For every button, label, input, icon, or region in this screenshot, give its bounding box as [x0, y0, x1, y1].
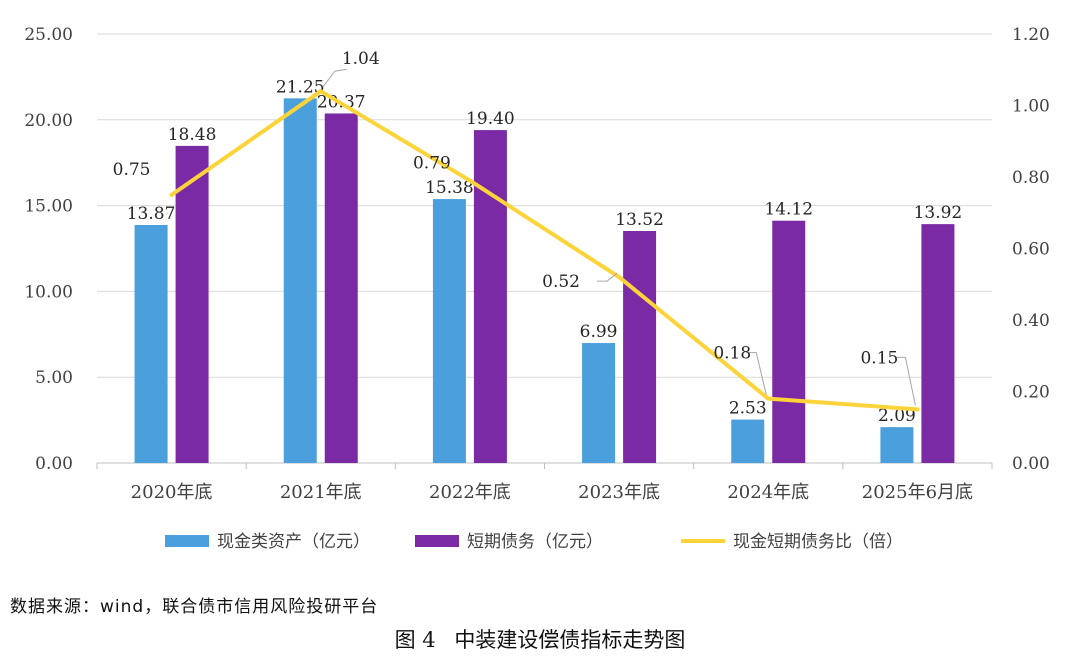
- bar-cash-assets: [432, 199, 466, 463]
- ratio-point: [467, 178, 472, 183]
- category-label: 2023年底: [578, 482, 660, 503]
- ratio-data-label: 0.75: [113, 160, 151, 180]
- figure-number: 图 4: [394, 628, 436, 652]
- category-label: 2020年底: [131, 482, 213, 503]
- left-tick-label: 10.00: [24, 282, 73, 302]
- bar-cash-assets: [134, 224, 168, 463]
- figure-title: 中装建设偿债指标走势图: [454, 628, 686, 652]
- ratio-leader: [597, 272, 618, 282]
- legend-label: 短期债务（亿元）: [467, 532, 603, 552]
- ratio-leader: [895, 356, 916, 406]
- bar-short-debt: [324, 113, 358, 463]
- right-tick-label: 0.40: [1012, 311, 1050, 331]
- bar-cash-assets: [731, 419, 765, 463]
- right-tick-label: 0.80: [1012, 168, 1050, 188]
- ratio-point: [766, 396, 771, 401]
- category-label: 2021年底: [280, 482, 362, 503]
- right-tick-label: 0.60: [1012, 240, 1050, 260]
- legend-swatch: [415, 535, 459, 547]
- ratio-data-label: 0.18: [713, 344, 751, 364]
- left-tick-label: 25.00: [24, 25, 73, 45]
- bar-data-label: 2.09: [878, 406, 916, 426]
- bar-cash-assets: [582, 343, 616, 463]
- left-tick-label: 0.00: [35, 454, 73, 474]
- bar-short-debt: [473, 130, 507, 463]
- ratio-data-label: 0.15: [860, 348, 898, 368]
- ratio-data-label: 0.52: [542, 272, 580, 292]
- figure-caption: 图 4 中装建设偿债指标走势图: [0, 624, 1080, 654]
- bar-cash-assets: [880, 427, 914, 463]
- right-tick-label: 0.00: [1012, 454, 1050, 474]
- ratio-leader: [746, 352, 767, 395]
- ratio-data-label: 1.04: [342, 49, 380, 69]
- bar-short-debt: [623, 230, 657, 463]
- left-tick-label: 15.00: [24, 197, 73, 217]
- ratio-point: [318, 89, 323, 94]
- bar-data-label: 13.92: [914, 203, 963, 223]
- category-label: 2024年底: [727, 482, 809, 503]
- ratio-leader: [322, 68, 347, 88]
- bar-data-label: 14.12: [764, 200, 813, 220]
- bar-short-debt: [175, 145, 209, 464]
- bar-short-debt: [772, 220, 806, 463]
- bar-data-label: 2.53: [729, 399, 767, 419]
- bar-data-label: 13.52: [615, 210, 664, 230]
- ratio-point: [169, 192, 174, 197]
- ratio-data-label: 0.79: [413, 154, 451, 174]
- bar-short-debt: [921, 224, 955, 463]
- legend-label: 现金短期债务比（倍）: [733, 532, 903, 552]
- category-label: 2022年底: [429, 482, 511, 503]
- legend-label: 现金类资产（亿元）: [217, 532, 370, 552]
- data-source: 数据来源：wind，联合债市信用风险投研平台: [10, 597, 379, 617]
- bar-data-label: 19.40: [466, 109, 515, 129]
- ratio-point: [617, 275, 622, 280]
- bar-data-label: 15.38: [425, 178, 474, 198]
- chart-svg: 0.00 5.00 10.00 15.00 20.00 25.00 0.00 0.20 0.40…: [24, 25, 1050, 552]
- left-tick-label: 5.00: [35, 368, 73, 388]
- right-tick-label: 1.20: [1012, 25, 1050, 45]
- right-tick-label: 0.20: [1012, 383, 1050, 403]
- category-label: 2025年6月底: [862, 482, 973, 503]
- bar-cash-assets: [283, 98, 317, 463]
- legend-swatch: [165, 535, 209, 547]
- ratio-point: [915, 407, 920, 412]
- bar-data-label: 18.48: [168, 125, 217, 145]
- right-tick-label: 1.00: [1012, 97, 1050, 117]
- left-tick-label: 20.00: [24, 111, 73, 131]
- bar-data-label: 6.99: [580, 322, 618, 342]
- bar-data-label: 21.25: [276, 77, 325, 97]
- bar-data-label: 13.87: [127, 204, 176, 224]
- ratio-line: [169, 89, 920, 412]
